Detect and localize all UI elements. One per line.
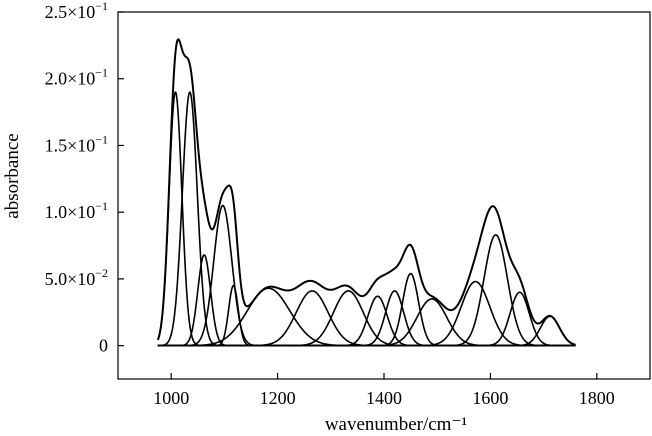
y-tick-label: 1.0×10−1: [45, 199, 108, 222]
y-axis-title: absorbance: [2, 133, 23, 218]
y-tick-label: 2.5×10−1: [45, 0, 108, 22]
x-tick-label: 1200: [260, 388, 296, 408]
component-peak-curve: [157, 234, 576, 347]
y-tick-label: 0: [99, 336, 108, 356]
total-absorbance-curve: [156, 38, 576, 346]
x-tick-label: 1000: [153, 388, 189, 408]
y-tick-label: 2.0×10−1: [45, 66, 108, 89]
x-tick-label: 1800: [579, 388, 615, 408]
y-axis-ticks: 0 5.0×10−2 1.0×10−1 1.5×10−1 2.0×10−1 2.5×10−…: [45, 0, 124, 356]
x-axis-title: wavenumber/cm⁻¹: [325, 414, 468, 435]
y-tick-label: 5.0×10−2: [45, 266, 108, 289]
x-tick-label: 1400: [366, 388, 402, 408]
fitted-component-curves: [157, 91, 576, 347]
component-peak-curve: [157, 287, 576, 347]
component-peak-curve: [157, 315, 576, 347]
component-peak-curve: [157, 204, 576, 347]
component-peak-curve: [157, 280, 576, 347]
y-tick-label: 1.5×10−1: [45, 132, 108, 155]
x-tick-label: 1600: [472, 388, 508, 408]
component-peak-curve: [157, 254, 576, 347]
x-axis-ticks: 1000 1200 1400 1600 1800: [153, 373, 615, 408]
